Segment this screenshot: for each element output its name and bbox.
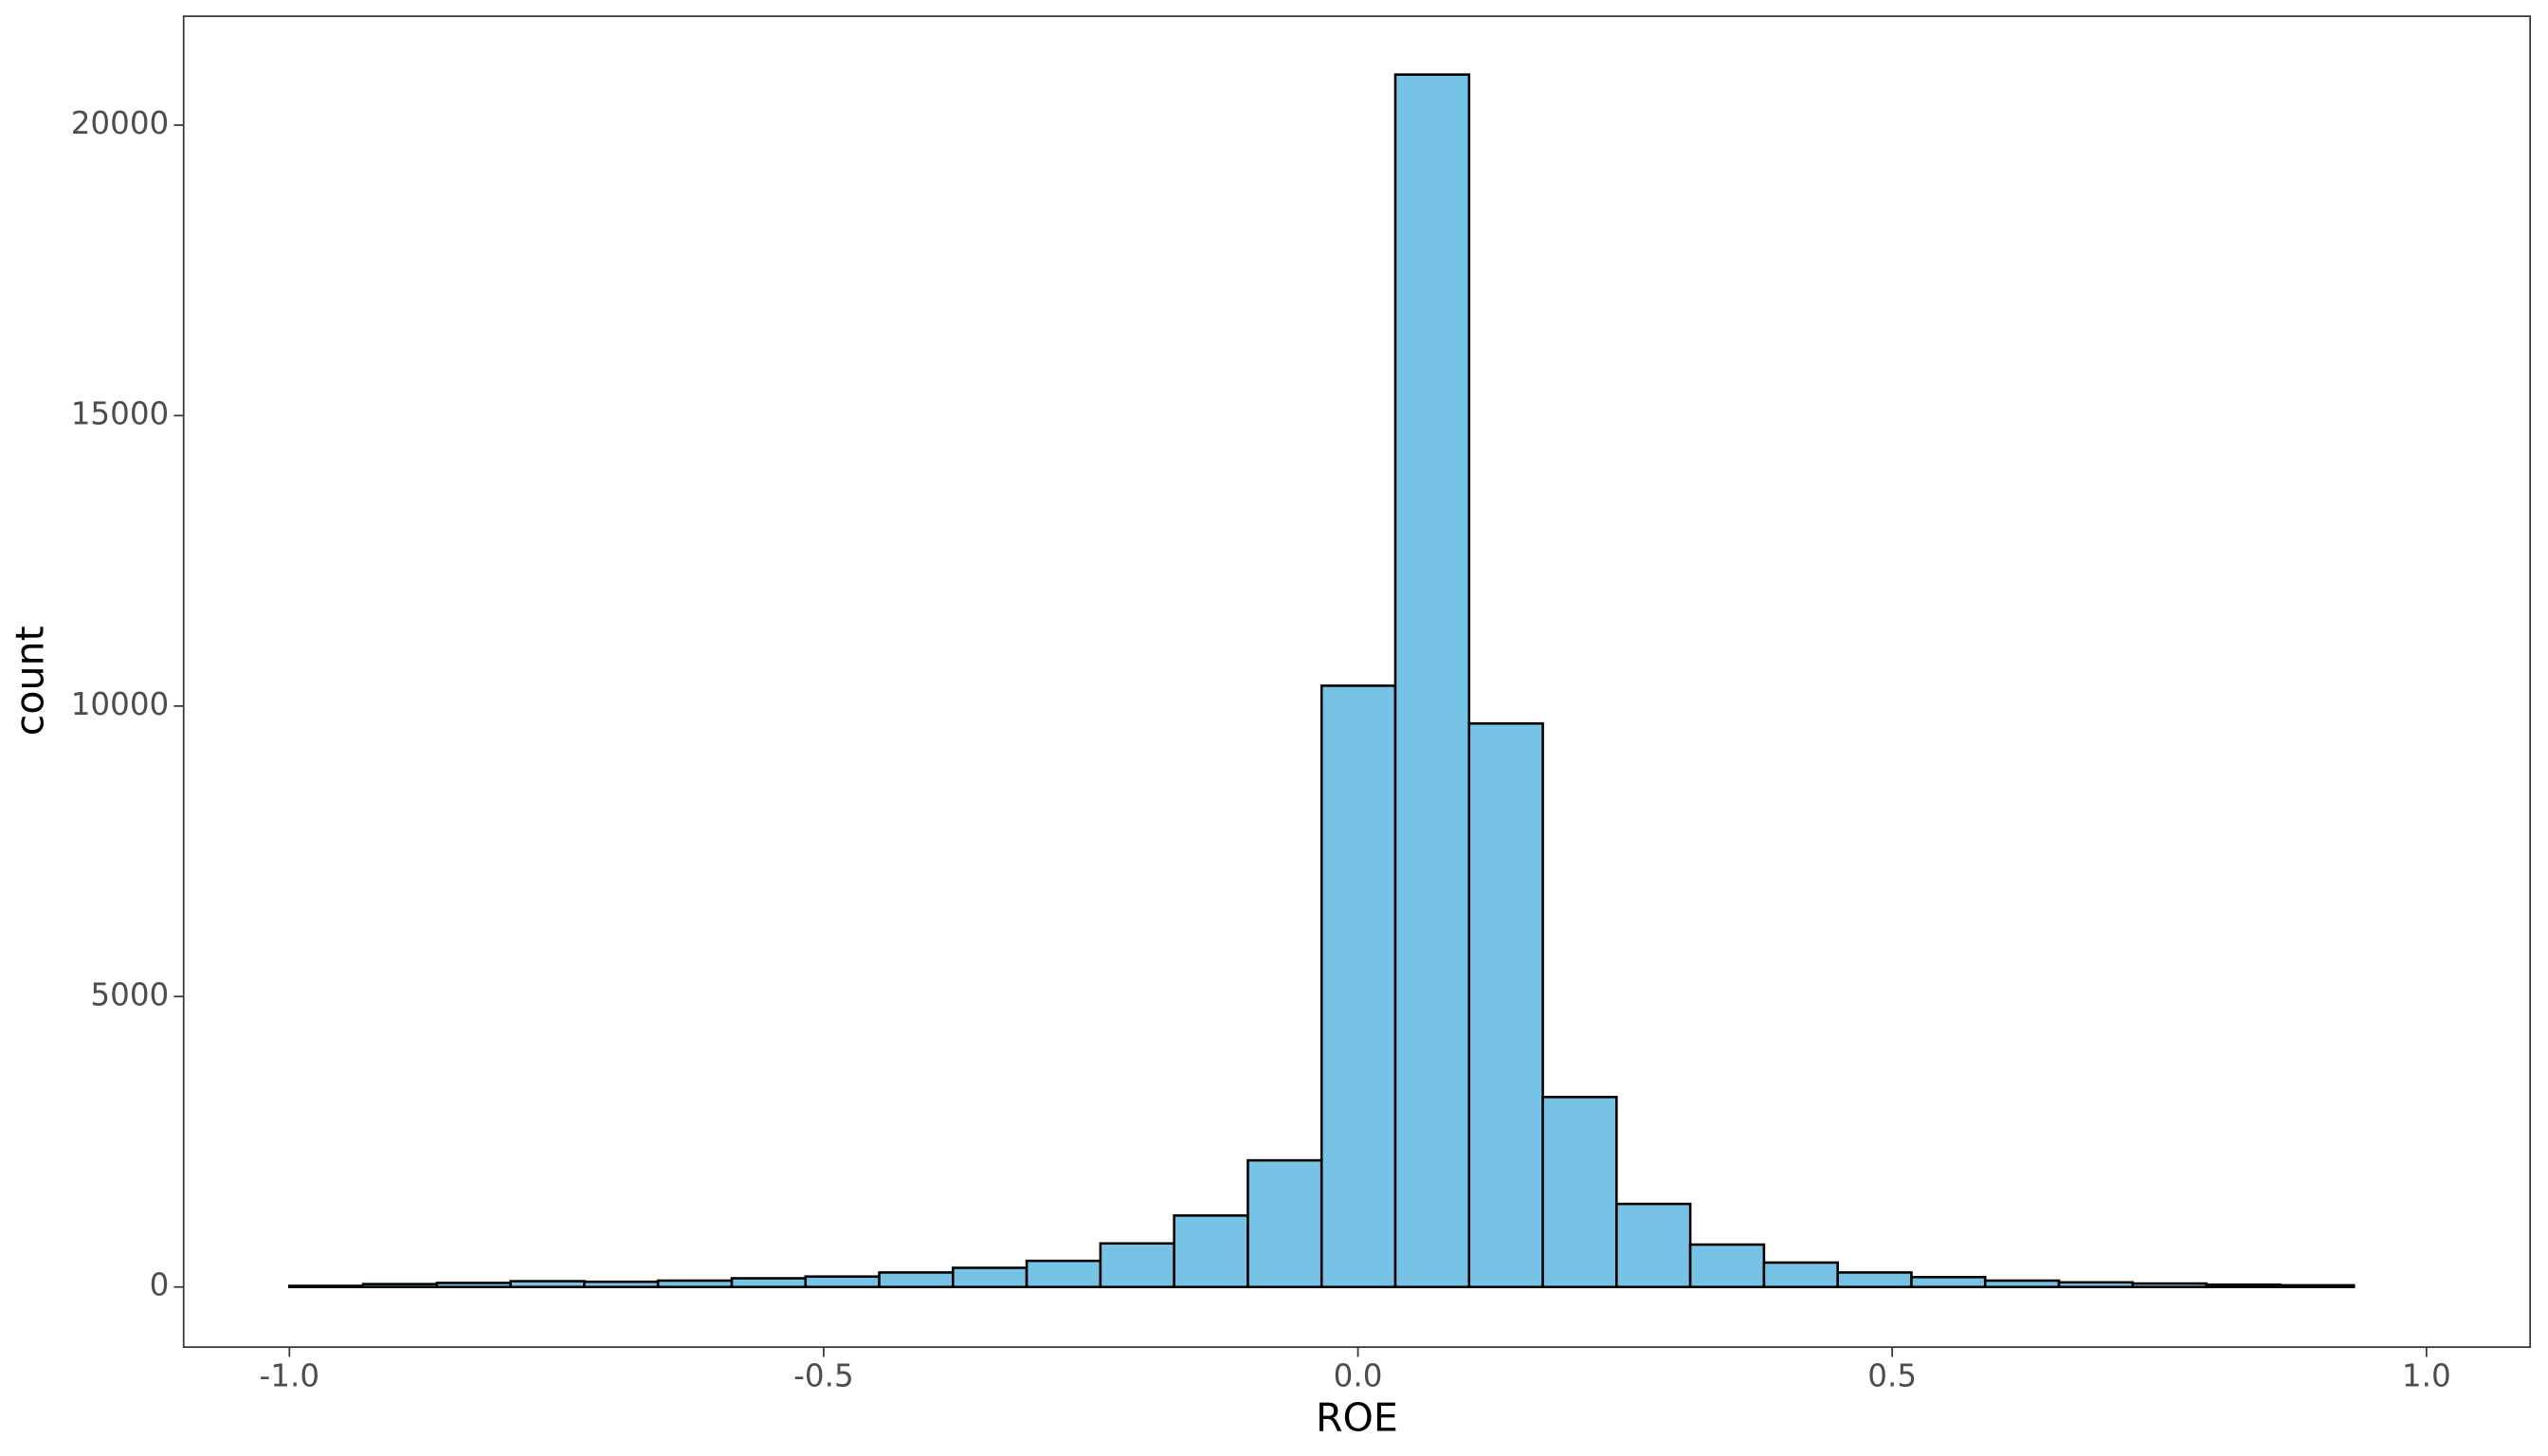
bar — [1099, 1242, 1175, 1288]
bar — [952, 1266, 1028, 1288]
x-tick-label: -0.5 — [793, 1358, 854, 1394]
bar — [1910, 1276, 1987, 1288]
x-tick-label: -1.0 — [260, 1358, 320, 1394]
x-tick-label: 0.5 — [1867, 1358, 1917, 1394]
x-tick-label: 0.0 — [1334, 1358, 1383, 1394]
y-tick-label: 0 — [150, 1267, 170, 1303]
y-tick-label: 15000 — [71, 395, 170, 431]
bar — [583, 1280, 660, 1288]
bar — [656, 1279, 734, 1288]
x-axis-title: ROE — [1316, 1394, 1398, 1440]
bar — [1615, 1202, 1692, 1288]
bar — [1247, 1158, 1323, 1288]
bar — [1467, 721, 1544, 1288]
bar — [435, 1282, 512, 1288]
bar — [1173, 1214, 1249, 1288]
bar — [1541, 1096, 1618, 1288]
bar — [804, 1275, 881, 1288]
bar — [509, 1280, 586, 1288]
y-tick-label: 5000 — [90, 976, 169, 1012]
y-axis-title: count — [7, 626, 52, 736]
bar — [2057, 1281, 2135, 1288]
bar — [1762, 1261, 1839, 1288]
y-tick-label: 20000 — [71, 105, 170, 141]
bar — [361, 1283, 439, 1288]
bar — [2205, 1283, 2282, 1288]
bar — [1983, 1279, 2061, 1288]
bar — [1836, 1271, 1913, 1288]
bar — [730, 1277, 808, 1288]
y-tick-label: 10000 — [71, 686, 170, 722]
bar — [878, 1271, 955, 1288]
bar — [2279, 1283, 2356, 1288]
bar — [1393, 73, 1471, 1288]
x-tick-label: 1.0 — [2402, 1358, 2451, 1394]
bar — [1025, 1259, 1102, 1288]
bar — [1320, 684, 1397, 1288]
bar — [288, 1284, 365, 1288]
bar — [1688, 1243, 1766, 1288]
bar — [2131, 1282, 2208, 1288]
